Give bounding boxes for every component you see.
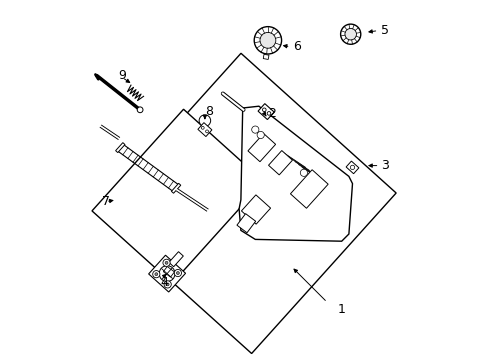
Circle shape: [165, 261, 168, 264]
Circle shape: [254, 27, 281, 54]
Polygon shape: [115, 143, 125, 153]
Polygon shape: [96, 53, 395, 354]
Circle shape: [199, 115, 210, 126]
Text: 9: 9: [118, 69, 126, 82]
Polygon shape: [171, 183, 181, 193]
Circle shape: [266, 112, 270, 115]
Circle shape: [159, 266, 175, 282]
Text: 4: 4: [160, 276, 167, 289]
Text: 3: 3: [381, 159, 388, 172]
Polygon shape: [268, 150, 292, 175]
Circle shape: [163, 259, 170, 266]
Polygon shape: [163, 266, 174, 277]
Polygon shape: [168, 252, 183, 267]
Text: 5: 5: [381, 24, 388, 37]
Circle shape: [344, 28, 356, 40]
Polygon shape: [148, 255, 185, 292]
Text: 7: 7: [102, 195, 110, 208]
Circle shape: [340, 24, 360, 44]
Polygon shape: [346, 161, 358, 174]
Polygon shape: [247, 134, 275, 162]
Circle shape: [260, 32, 275, 48]
Polygon shape: [198, 123, 211, 136]
Text: 6: 6: [292, 40, 300, 53]
Circle shape: [205, 130, 208, 133]
Circle shape: [155, 273, 158, 276]
Circle shape: [176, 271, 179, 274]
Text: 2: 2: [267, 107, 275, 120]
Polygon shape: [241, 195, 270, 224]
Circle shape: [137, 107, 142, 113]
Circle shape: [166, 283, 169, 286]
Polygon shape: [237, 213, 255, 233]
Polygon shape: [263, 54, 268, 59]
Circle shape: [257, 131, 264, 139]
Polygon shape: [239, 106, 352, 241]
Text: 8: 8: [204, 105, 212, 118]
Circle shape: [174, 269, 181, 276]
Circle shape: [251, 126, 258, 133]
Circle shape: [152, 271, 160, 278]
Circle shape: [349, 165, 354, 170]
Text: 1: 1: [337, 303, 346, 316]
Circle shape: [262, 108, 265, 112]
Circle shape: [164, 281, 171, 288]
Circle shape: [201, 126, 204, 129]
Polygon shape: [92, 109, 263, 283]
Polygon shape: [290, 170, 327, 208]
Circle shape: [300, 169, 307, 176]
Polygon shape: [258, 104, 274, 120]
